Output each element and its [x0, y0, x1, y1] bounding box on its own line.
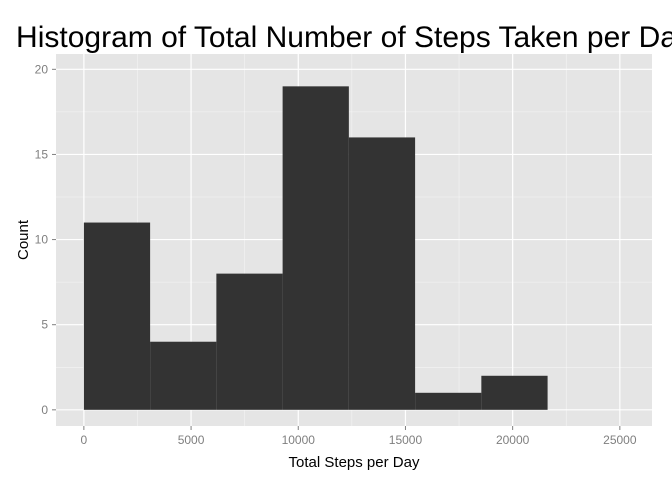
x-tick-label: 15000	[389, 433, 423, 447]
x-tick-label: 5000	[178, 433, 205, 447]
histogram-bar	[282, 86, 349, 410]
x-axis-title: Total Steps per Day	[289, 454, 420, 471]
histogram-bar	[83, 222, 151, 410]
histogram-bar	[216, 273, 283, 410]
x-tick-label: 10000	[282, 433, 316, 447]
x-axis-ticks: 0 5000 10000 15000 20000 25000	[81, 426, 637, 447]
histogram-bar	[415, 392, 482, 410]
histogram-bar	[150, 341, 217, 410]
y-axis-ticks: 0 5 10 15 20	[35, 62, 56, 417]
x-tick-label: 20000	[496, 433, 530, 447]
chart-title: Histogram of Total Number of Steps Taken…	[16, 21, 672, 54]
y-tick-label: 5	[41, 318, 48, 332]
histogram-bars	[83, 86, 548, 410]
y-tick-label: 0	[41, 403, 48, 417]
histogram-bar	[348, 137, 416, 410]
y-tick-label: 20	[35, 62, 49, 76]
x-tick-label: 25000	[603, 433, 637, 447]
y-axis-title: Count	[15, 219, 32, 260]
y-tick-label: 10	[35, 233, 49, 247]
x-tick-label: 0	[81, 433, 88, 447]
y-tick-label: 15	[35, 147, 49, 161]
histogram-bar	[481, 375, 548, 410]
